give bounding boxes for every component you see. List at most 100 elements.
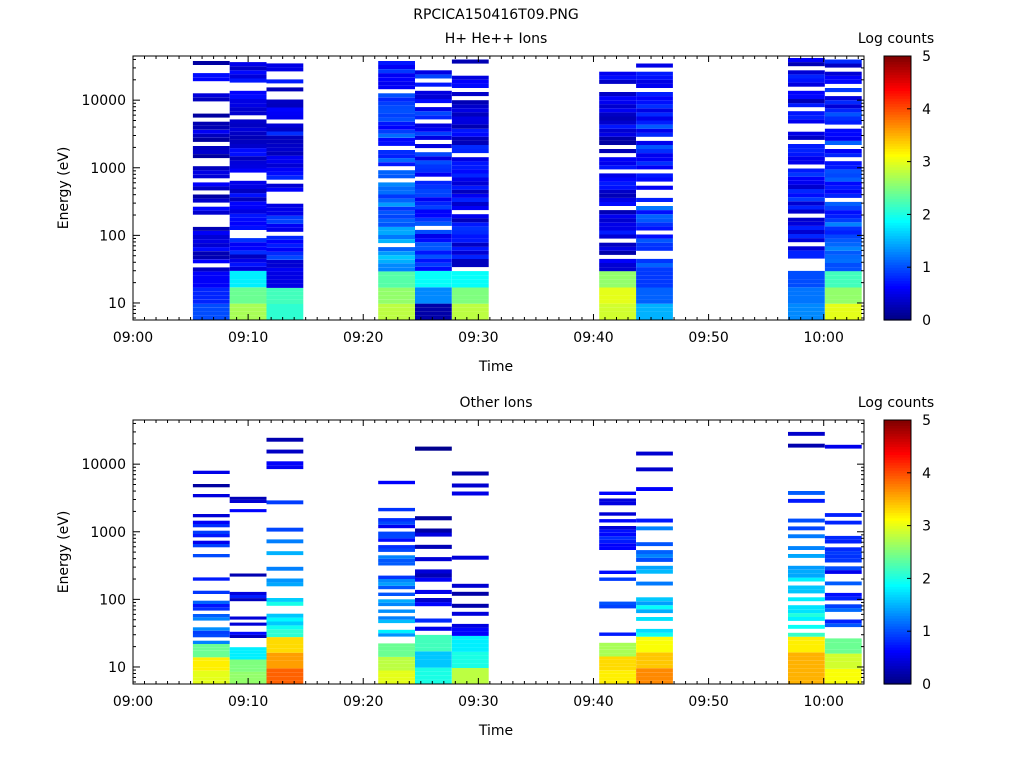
energy-bin — [192, 604, 230, 608]
energy-bin — [229, 674, 267, 678]
energy-bin — [192, 650, 230, 654]
colorbar-segment — [884, 665, 911, 669]
energy-bin — [451, 279, 489, 284]
energy-bin — [192, 231, 230, 235]
energy-bin — [266, 598, 304, 602]
energy-bin — [378, 660, 415, 664]
energy-bin — [451, 603, 489, 608]
energy-bin — [599, 543, 636, 547]
energy-bin — [192, 311, 230, 316]
colorbar-segment — [884, 486, 911, 490]
energy-bin — [824, 206, 862, 211]
energy-bin — [636, 518, 673, 523]
colorbar-segment — [884, 224, 911, 229]
energy-bin — [788, 491, 825, 495]
energy-bin — [192, 271, 230, 276]
energy-bin — [599, 663, 636, 667]
energy-bin — [451, 287, 489, 292]
colorbar-segment — [884, 140, 911, 144]
energy-bin — [192, 61, 230, 65]
energy-bin — [451, 108, 489, 113]
colorbar-segment — [884, 304, 911, 308]
energy-bin — [378, 507, 415, 512]
energy-bin — [192, 660, 230, 664]
energy-bin — [636, 617, 673, 621]
energy-bin — [415, 209, 452, 214]
energy-bin — [192, 154, 230, 159]
energy-bin — [415, 156, 452, 161]
energy-bin — [229, 496, 267, 500]
energy-bin — [192, 590, 230, 594]
energy-bin — [378, 609, 415, 613]
energy-bin — [415, 205, 452, 210]
energy-bin — [266, 644, 304, 649]
energy-bin — [229, 66, 267, 71]
energy-bin — [824, 214, 862, 219]
y-tick-label: 10 — [108, 660, 126, 676]
energy-bin — [788, 648, 825, 653]
x-axis: 09:00 09:10 09:20 09:30 09:40 09:50 10:00 — [113, 56, 859, 346]
energy-bin — [229, 283, 267, 288]
energy-bin — [788, 636, 825, 641]
energy-bin — [266, 652, 304, 657]
energy-bin — [636, 246, 673, 251]
energy-bin — [636, 124, 673, 129]
energy-bin — [229, 156, 267, 161]
energy-bin — [378, 518, 415, 522]
energy-bin — [788, 664, 825, 669]
colorbar-segment — [884, 602, 911, 606]
energy-bin — [636, 279, 673, 284]
energy-bin — [415, 655, 452, 660]
energy-bin — [415, 283, 452, 288]
colorbar-segment — [884, 285, 911, 289]
colorbar-segment — [884, 676, 911, 680]
energy-bin — [599, 315, 636, 320]
colorbar-segment — [884, 559, 911, 564]
energy-bin — [229, 299, 267, 304]
colorbar-segment — [884, 662, 911, 667]
energy-bin — [266, 79, 304, 84]
energy-bin — [415, 532, 452, 537]
energy-bin — [788, 205, 825, 210]
energy-bin — [378, 629, 415, 634]
energy-bin — [824, 189, 862, 194]
energy-bin — [266, 578, 304, 583]
energy-bin — [599, 132, 636, 137]
energy-bin — [229, 295, 267, 300]
energy-bin — [192, 226, 230, 231]
colorbar-segment — [884, 267, 911, 271]
energy-bin — [599, 512, 636, 516]
energy-bin — [415, 446, 452, 451]
energy-bin — [788, 184, 825, 189]
energy-bin — [378, 307, 415, 312]
energy-bin — [824, 149, 862, 154]
y-tick-label: 1000 — [90, 161, 126, 177]
energy-bin — [266, 267, 304, 272]
energy-bin — [378, 646, 415, 651]
x-tick-label: 09:00 — [113, 694, 153, 710]
energy-bin — [415, 663, 452, 668]
colorbar-segment — [884, 269, 911, 274]
colorbar-segment — [884, 193, 911, 197]
energy-bin — [192, 283, 230, 288]
colorbar-segment — [884, 185, 911, 189]
energy-bin — [266, 287, 304, 292]
energy-bin — [378, 198, 415, 203]
energy-bin — [451, 627, 489, 632]
colorbar-segment — [884, 85, 911, 89]
energy-bin — [378, 271, 415, 276]
energy-bin — [824, 218, 862, 223]
energy-bin — [266, 99, 304, 104]
colorbar-segment — [884, 222, 911, 226]
colorbar-segment — [884, 554, 911, 558]
energy-bin — [824, 547, 862, 552]
energy-bin — [415, 659, 452, 664]
colorbar-segment — [884, 451, 911, 455]
colorbar-segment — [884, 541, 911, 545]
energy-bin — [415, 634, 452, 639]
energy-bin — [824, 291, 862, 296]
energy-bin — [229, 291, 267, 296]
energy-bin — [599, 210, 636, 215]
energy-bin — [378, 295, 415, 300]
energy-bin — [229, 258, 267, 263]
